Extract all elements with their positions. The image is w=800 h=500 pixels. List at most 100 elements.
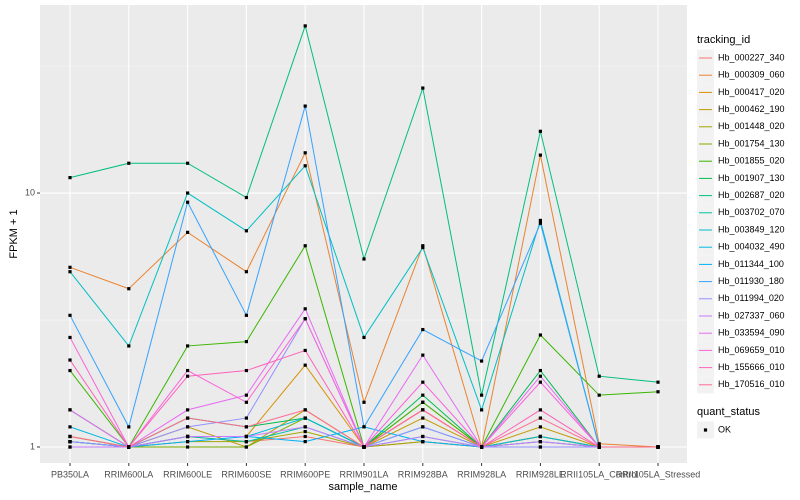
legend-label: Hb_004032_490 <box>718 242 785 252</box>
data-point <box>538 374 542 378</box>
data-point <box>656 390 660 394</box>
data-point <box>480 408 484 412</box>
data-point <box>186 440 190 444</box>
data-point <box>538 333 542 337</box>
legend-label: Hb_170516_010 <box>718 379 785 389</box>
data-point <box>421 393 425 397</box>
data-point <box>538 380 542 384</box>
x-axis-label: sample_name <box>328 481 397 493</box>
data-point <box>244 416 248 420</box>
data-point <box>303 164 307 168</box>
data-point <box>362 445 366 449</box>
data-point <box>421 400 425 404</box>
y-axis-label: FPKM + 1 <box>8 209 20 258</box>
legend-title: tracking_id <box>697 34 750 46</box>
data-point <box>538 218 542 223</box>
data-point <box>244 340 248 344</box>
data-point <box>597 445 601 449</box>
data-point <box>538 425 542 429</box>
x-tick-label: RRIM901LA <box>339 469 388 479</box>
data-point <box>480 393 484 397</box>
data-point <box>303 244 307 248</box>
x-tick-label: PB350LA <box>51 469 89 479</box>
data-point <box>538 368 542 373</box>
data-point <box>538 408 542 412</box>
legend-label: Hb_001855_020 <box>718 156 785 166</box>
data-point <box>538 221 542 225</box>
point-legend-title: quant_status <box>697 406 760 418</box>
data-point <box>421 440 425 444</box>
legend-label: Hb_003702_070 <box>718 207 785 217</box>
data-point <box>538 416 542 420</box>
data-point <box>656 380 660 384</box>
data-point <box>480 359 484 363</box>
data-point <box>244 434 248 439</box>
data-point <box>362 425 366 429</box>
data-point <box>362 257 366 261</box>
x-tick-label: RRIM600LE <box>163 469 212 479</box>
data-point <box>68 358 72 362</box>
data-point <box>186 434 190 439</box>
data-point <box>597 393 601 397</box>
data-point <box>244 270 248 274</box>
data-point <box>421 380 425 384</box>
data-point <box>303 24 307 28</box>
data-point <box>244 195 248 200</box>
data-point <box>68 434 72 439</box>
data-point <box>303 429 307 434</box>
data-point <box>68 176 72 180</box>
data-point <box>244 368 248 373</box>
data-point <box>538 129 542 133</box>
data-point <box>127 445 131 449</box>
legend-label: Hb_000227_340 <box>718 52 785 62</box>
legend-label: Hb_155666_010 <box>718 362 785 372</box>
legend-point <box>703 428 708 432</box>
legend-label: OK <box>718 424 731 434</box>
data-point <box>303 348 307 353</box>
legend-label: Hb_001754_130 <box>718 138 785 148</box>
x-tick-label: RRIM600LA <box>104 469 153 479</box>
legend-label: Hb_000417_020 <box>718 87 785 97</box>
data-point <box>186 161 190 165</box>
legend-label: Hb_002687_020 <box>718 190 785 200</box>
legend-label: Hb_033594_090 <box>718 328 785 338</box>
x-tick-label: RRIM600SE <box>221 469 271 479</box>
data-point <box>127 287 131 291</box>
data-point <box>186 344 190 348</box>
data-point <box>480 445 484 449</box>
data-point <box>656 445 660 449</box>
data-point <box>186 368 190 373</box>
data-point <box>538 440 542 444</box>
data-point <box>597 442 601 446</box>
data-point <box>538 445 542 449</box>
x-tick-label: RRII105LA_Control <box>560 469 638 479</box>
data-point <box>597 374 601 378</box>
data-point <box>303 408 307 412</box>
legend-label: Hb_001907_130 <box>718 173 785 183</box>
data-point <box>127 425 131 429</box>
data-point <box>362 335 366 340</box>
data-point <box>303 416 307 420</box>
data-point <box>362 400 366 404</box>
data-point <box>186 445 190 449</box>
x-tick-label: RRII105LA_Stressed <box>616 469 701 479</box>
data-point <box>421 408 425 412</box>
data-point <box>244 440 248 444</box>
legend-label: Hb_011344_100 <box>718 259 784 269</box>
data-point <box>68 335 72 340</box>
data-point <box>68 408 72 412</box>
y-tick-label: 10 <box>25 187 35 197</box>
x-tick-label: RRIM928LA <box>457 469 506 479</box>
data-point <box>421 245 425 250</box>
data-point <box>303 363 307 367</box>
x-tick-label: RRIM928BA <box>398 469 448 479</box>
data-point <box>244 400 248 404</box>
data-point <box>421 327 425 332</box>
data-point <box>186 416 190 420</box>
legend-label: Hb_027337_060 <box>718 310 785 320</box>
x-tick-label: RRIM928LE <box>516 469 565 479</box>
legend-label: Hb_011994_020 <box>718 293 784 303</box>
data-point <box>244 393 248 397</box>
legend-label: Hb_011930_180 <box>718 276 784 286</box>
data-point <box>68 270 72 274</box>
